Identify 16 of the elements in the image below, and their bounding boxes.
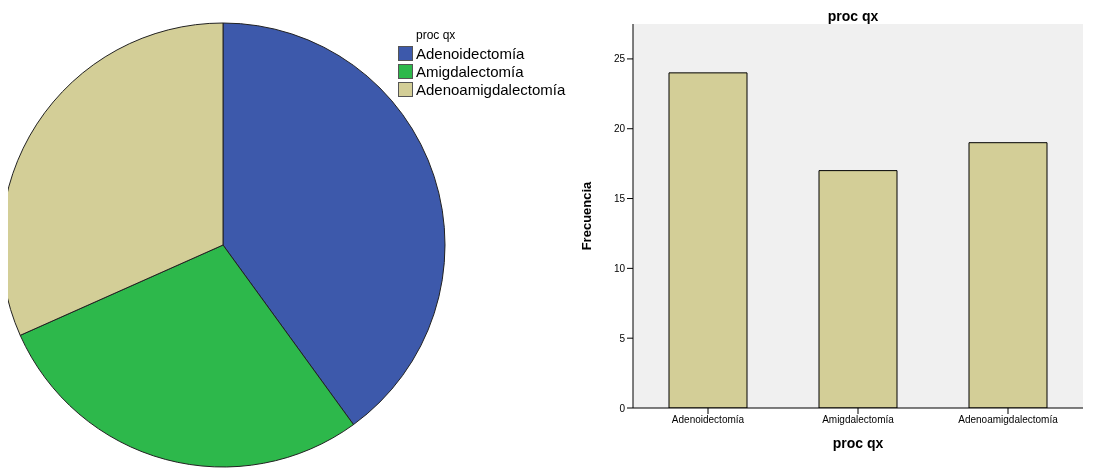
legend-label: Adenoamigdalectomía: [416, 81, 566, 98]
legend-title: proc qx: [416, 28, 457, 42]
x-tick-label: Adenoamigdalectomía: [958, 414, 1059, 426]
chart-title: proc qx: [826, 8, 880, 24]
y-tick-label: 20: [613, 123, 626, 135]
y-tick-label: 10: [613, 262, 626, 274]
x-tick-label: Amigdalectomía: [822, 414, 895, 426]
x-axis-title: proc qx: [832, 435, 884, 451]
legend-label: Adenoidectomía: [416, 45, 525, 62]
y-tick-label: 15: [613, 193, 626, 205]
y-tick-label: 25: [613, 53, 626, 65]
legend-label: Amigdalectomía: [416, 63, 524, 80]
y-tick-label: 0: [619, 402, 626, 414]
y-axis-title: Frecuencia: [578, 180, 594, 251]
y-tick-label: 5: [619, 332, 626, 344]
x-tick-label: Adenoidectomía: [671, 414, 745, 426]
